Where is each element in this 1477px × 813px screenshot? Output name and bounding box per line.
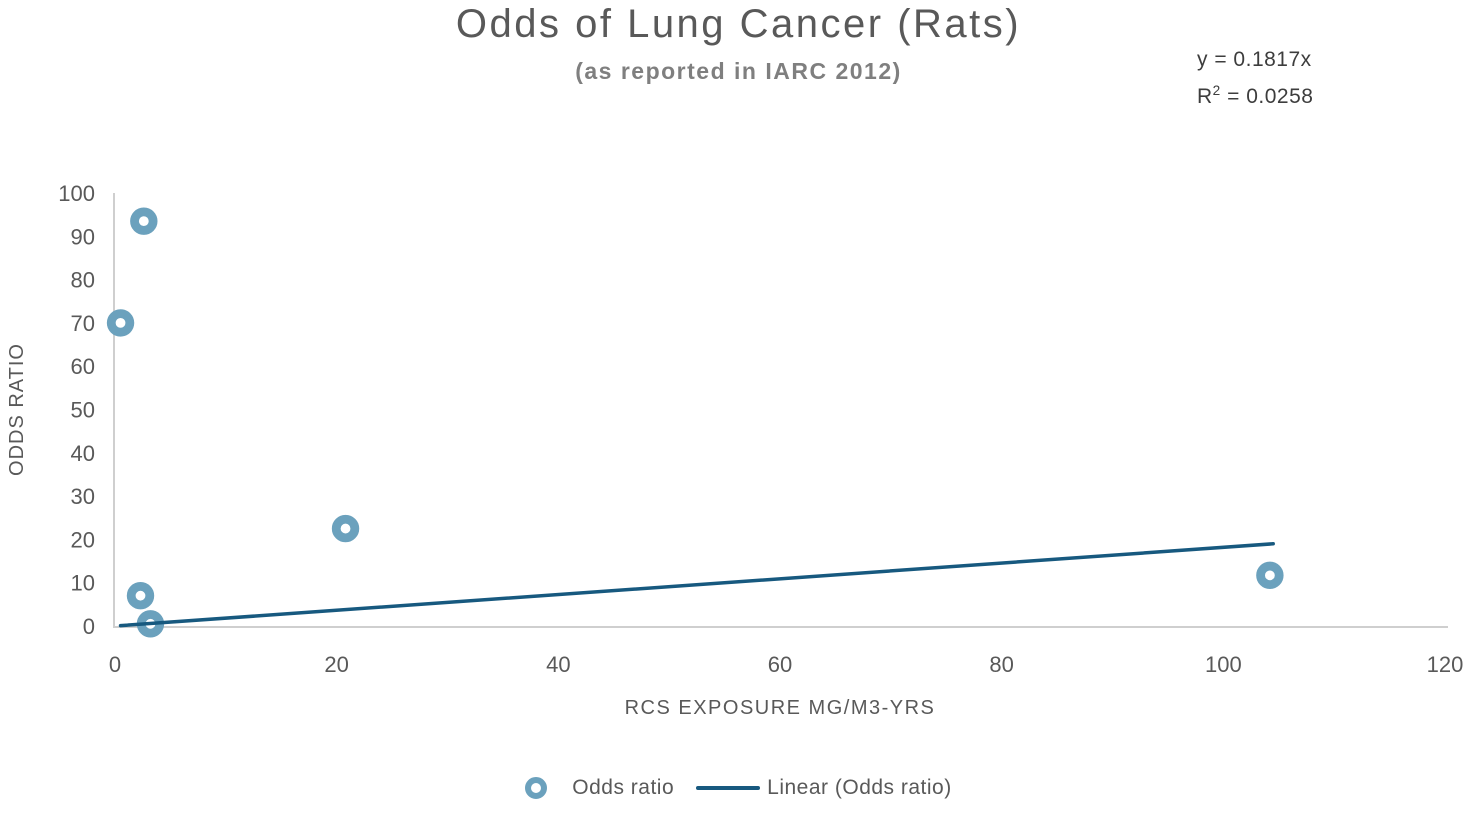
trendline — [118, 542, 1275, 628]
chart-legend: Odds ratio Linear (Odds ratio) — [0, 776, 1477, 800]
equation-line: y = 0.1817x — [1197, 48, 1312, 71]
y-tick-label: 100 — [58, 181, 95, 206]
legend-label: Odds ratio — [572, 776, 675, 799]
trendline-sample-icon — [696, 786, 761, 790]
data-point — [106, 309, 135, 337]
donut-marker-icon — [525, 777, 548, 799]
y-tick-label: 0 — [83, 614, 95, 639]
x-tick-label: 60 — [768, 652, 792, 677]
legend-item-linear: Linear (Odds ratio) — [696, 776, 952, 800]
x-tick-label: 80 — [989, 652, 1013, 677]
x-tick-label: 20 — [324, 652, 348, 677]
data-point — [1256, 561, 1284, 590]
legend-item-odds-ratio: Odds ratio — [525, 776, 674, 800]
r-squared-sup: 2 — [1212, 83, 1221, 98]
y-tick-label: 60 — [71, 354, 95, 379]
y-tick-label: 10 — [71, 571, 95, 596]
legend-label: Linear (Odds ratio) — [767, 776, 952, 799]
r-squared-line: R2 = 0.0258 — [1197, 75, 1313, 112]
x-axis-title: RCS EXPOSURE MG/M3-YRS — [624, 697, 936, 719]
y-tick-label: 80 — [71, 268, 95, 293]
y-tick-label: 40 — [71, 441, 95, 466]
chart-title: Odds of Lung Cancer (Rats) — [455, 2, 1022, 46]
x-tick-label: 100 — [1205, 652, 1242, 677]
x-tick-label: 40 — [546, 652, 570, 677]
x-tick-label: 120 — [1427, 652, 1464, 677]
chart-subtitle: (as reported in IARC 2012) — [575, 58, 902, 84]
r-squared-value: = 0.0258 — [1220, 85, 1314, 108]
y-tick-label: 90 — [71, 224, 95, 249]
y-tick-label: 20 — [71, 527, 95, 552]
data-point — [126, 581, 155, 610]
data-point — [130, 207, 158, 235]
trendline-equation: y = 0.1817x R2 = 0.0258 — [1197, 44, 1313, 112]
r-squared-base: R — [1197, 85, 1213, 108]
y-tick-label: 30 — [71, 484, 95, 509]
data-point — [331, 514, 360, 543]
y-tick-label: 70 — [71, 311, 95, 336]
y-tick-label: 50 — [71, 398, 95, 423]
x-tick-label: 0 — [109, 652, 121, 677]
